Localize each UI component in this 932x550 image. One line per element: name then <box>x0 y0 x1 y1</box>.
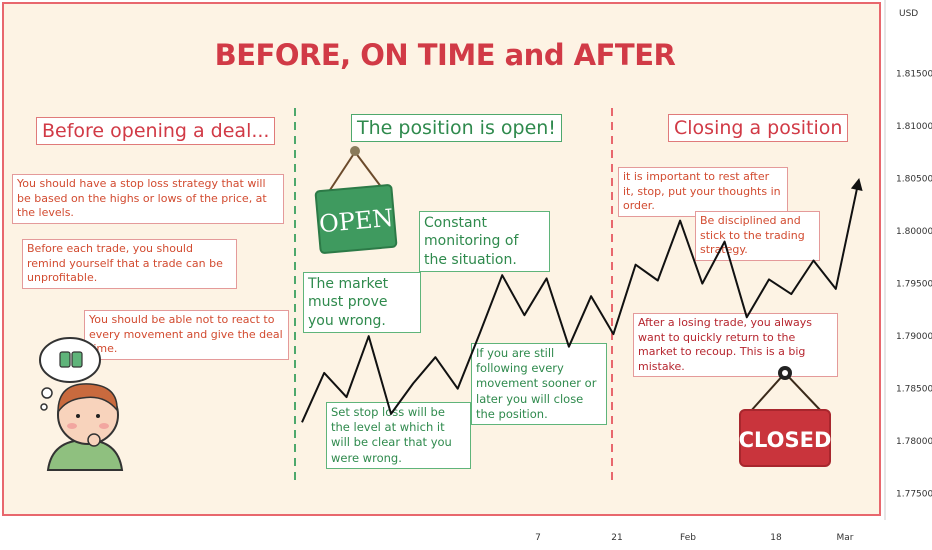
y-axis-ticks: 1.81500 1.81000 1.80500 1.80000 1.79500 1.790… <box>896 70 932 500</box>
y-tick-label: 1.80000 <box>896 227 932 237</box>
open-sign-icon: OPEN <box>314 146 398 254</box>
section-before-heading: Before opening a deal... <box>36 117 276 145</box>
closed-sign-icon: CLOSED <box>739 366 832 467</box>
note-big-mistake: After a losing trade, you always want to… <box>633 313 838 378</box>
x-tick-label: 21 <box>611 533 622 543</box>
y-tick-label: 1.81500 <box>896 70 932 80</box>
x-tick-label: 18 <box>770 533 782 543</box>
thinking-person-icon <box>39 337 124 471</box>
y-tick-label: 1.77500 <box>896 490 932 500</box>
y-tick-label: 1.79500 <box>896 280 932 290</box>
note-rest-after: it is important to rest after it, stop, … <box>618 167 788 217</box>
note-close-position: If you are still following every movemen… <box>471 343 607 425</box>
price-series-line <box>301 183 859 423</box>
y-tick-label: 1.80500 <box>896 175 932 185</box>
note-set-stop-loss: Set stop loss will be the level at which… <box>326 402 471 469</box>
section-during-heading: The position is open! <box>351 114 562 142</box>
section-after-heading: Closing a position <box>668 114 849 142</box>
x-tick-label: Mar <box>837 533 854 543</box>
closed-sign-text: CLOSED <box>739 428 832 452</box>
note-stop-loss-strategy: You should have a stop loss strategy tha… <box>12 174 284 224</box>
y-tick-label: 1.81000 <box>896 122 932 132</box>
note-remind-unprofitable: Before each trade, you should remind you… <box>22 239 237 289</box>
y-tick-label: 1.78500 <box>896 385 932 395</box>
y-tick-label: 1.79000 <box>896 332 932 342</box>
x-tick-label: 7 <box>535 533 541 543</box>
y-axis-unit: USD <box>899 9 919 19</box>
x-tick-label: Feb <box>680 533 696 543</box>
note-give-deal-time: You should be able not to react to every… <box>84 310 289 360</box>
note-market-prove-wrong: The market must prove you wrong. <box>303 272 421 334</box>
note-be-disciplined: Be disciplined and stick to the trading … <box>695 211 820 261</box>
page-title: BEFORE, ON TIME and AFTER <box>214 38 676 72</box>
open-sign-text: OPEN <box>318 204 395 238</box>
y-tick-label: 1.78000 <box>896 437 932 447</box>
price-arrow-head <box>850 178 863 191</box>
note-constant-monitoring: Constant monitoring of the situation. <box>419 211 550 273</box>
x-axis-ticks: 7 21 Feb 18 Mar <box>535 533 854 543</box>
